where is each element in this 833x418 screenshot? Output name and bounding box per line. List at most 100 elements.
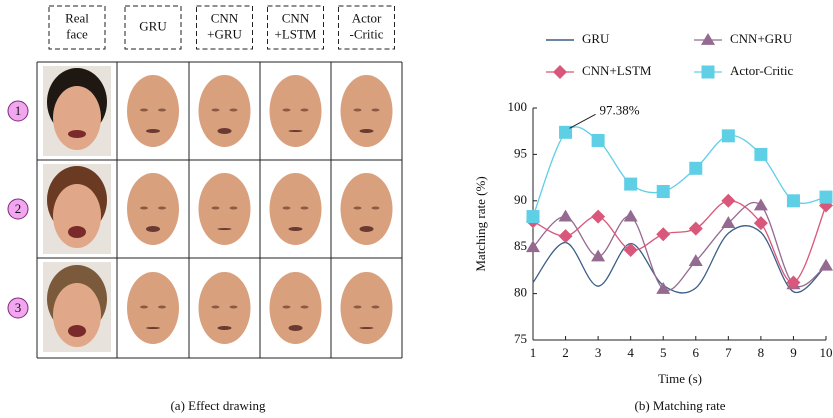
avatar-eye [300, 108, 309, 112]
avatar-eye [211, 305, 220, 309]
column-header: GRU [139, 18, 167, 33]
avatar-eye [353, 305, 362, 309]
avatar-eye [282, 108, 291, 112]
avatar-eye [211, 108, 220, 112]
photo-face [53, 184, 101, 248]
legend-label: CNN+GRU [730, 31, 793, 46]
legend-label: CNN+LSTM [582, 63, 652, 78]
avatar-eye [229, 108, 238, 112]
avatar-eye [371, 206, 380, 210]
header-box [338, 5, 395, 50]
x-tick-label: 5 [660, 345, 667, 360]
avatar-mouth [288, 130, 303, 132]
marker-triangle [623, 209, 638, 222]
avatar-eye [300, 206, 309, 210]
avatar-mouth [288, 227, 303, 231]
marker-triangle [526, 240, 540, 253]
legend-label: Actor-Critic [730, 63, 794, 78]
marker-diamond [786, 275, 801, 290]
avatar-mouth [217, 326, 232, 330]
row-badge [7, 297, 29, 319]
avatar-eye [211, 206, 220, 210]
marker-square [559, 125, 573, 139]
avatar-head [340, 272, 393, 344]
avatar-head [127, 173, 179, 245]
marker-diamond [721, 193, 736, 208]
avatar-head [127, 272, 179, 344]
x-tick-label: 1 [530, 345, 537, 360]
avatar-eye [140, 206, 148, 210]
marker-diamond [753, 216, 768, 231]
marker-diamond [656, 227, 671, 242]
marker-square [721, 129, 735, 143]
marker-diamond [688, 221, 703, 236]
row-badge [7, 198, 29, 220]
avatar-head [269, 173, 322, 245]
avatar-mouth [146, 129, 160, 133]
avatar-eye [229, 206, 238, 210]
marker-triangle [688, 254, 703, 267]
x-tick-label: 2 [562, 345, 569, 360]
header-line: +GRU [207, 26, 242, 41]
avatar-eye [229, 305, 238, 309]
marker-square [754, 147, 768, 161]
avatar-eye [371, 305, 380, 309]
column-header: CNN +GRU [207, 10, 242, 41]
y-tick-label: 75 [514, 331, 527, 346]
header-line: Actor [352, 10, 382, 25]
series-line [532, 126, 827, 217]
x-tick-label: 9 [790, 345, 797, 360]
y-tick-label: 85 [514, 238, 527, 253]
marker-square [656, 185, 670, 199]
y-tick-label: 90 [514, 192, 527, 207]
avatar-head [269, 272, 322, 344]
header-line: CNN [211, 10, 239, 25]
row-label: 3 [15, 300, 22, 315]
caption-right: (b) Matching rate [635, 398, 726, 413]
row-label: 2 [15, 201, 22, 216]
header-box [124, 5, 182, 50]
header-line: CNN [282, 10, 310, 25]
avatar-eye [158, 206, 166, 210]
series-line [532, 225, 827, 294]
marker-square [591, 133, 605, 147]
avatar-mouth [217, 228, 232, 230]
marker-diamond [623, 242, 638, 257]
marker-triangle [558, 209, 573, 222]
x-tick-label: 10 [820, 345, 833, 360]
marker-triangle [753, 198, 768, 211]
header-line: Real [65, 10, 89, 25]
avatar-head [340, 173, 393, 245]
series-line [532, 200, 827, 284]
avatar-mouth [359, 129, 374, 133]
x-tick-label: 6 [693, 345, 700, 360]
legend-marker [701, 33, 715, 45]
marker-triangle [721, 216, 736, 228]
avatar-eye [140, 108, 148, 112]
x-axis-label: Time (s) [658, 371, 702, 386]
avatar-mouth [359, 226, 374, 232]
caption-left: (a) Effect drawing [170, 398, 266, 413]
avatar-eye [353, 206, 362, 210]
avatar-eye [282, 305, 291, 309]
avatar-mouth [146, 226, 160, 232]
avatar-eye [300, 305, 309, 309]
y-tick-label: 100 [508, 99, 528, 114]
series-line [532, 201, 827, 291]
row-badge [7, 100, 29, 122]
x-tick-label: 8 [758, 345, 765, 360]
column-header: Actor -Critic [350, 10, 384, 41]
header-box [196, 5, 253, 50]
header-box [267, 5, 324, 50]
marker-square [526, 210, 540, 224]
legend-marker [701, 65, 715, 79]
marker-square [786, 194, 800, 208]
header-line: +LSTM [274, 26, 316, 41]
avatar-eye [140, 305, 148, 309]
value-label: 97.38% [600, 102, 640, 117]
marker-triangle [591, 249, 606, 262]
avatar-mouth [146, 327, 160, 329]
avatar-mouth [217, 128, 232, 134]
marker-diamond [558, 229, 573, 244]
